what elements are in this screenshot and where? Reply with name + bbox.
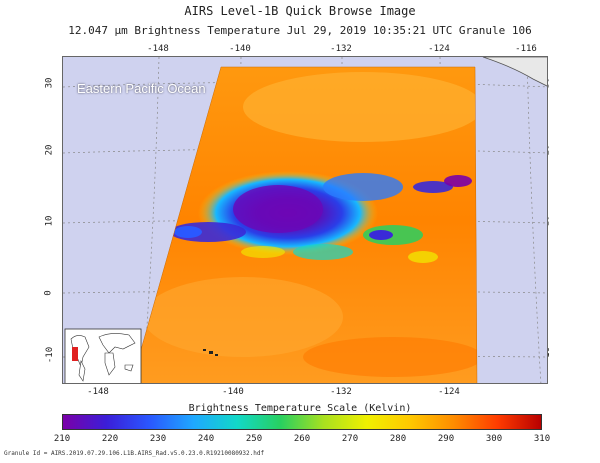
region-label: Eastern Pacific Ocean: [77, 81, 206, 96]
lon-label-top: -116: [515, 44, 537, 54]
colorbar-tick-label: 300: [485, 434, 503, 444]
lon-label-bottom: -124: [438, 387, 460, 397]
lat-label-left: 0: [43, 290, 54, 296]
lat-label-left: 30: [44, 77, 55, 89]
lat-label-left: 20: [44, 144, 55, 156]
colorbar-tick-label: 210: [53, 434, 71, 444]
lon-label-top: -148: [147, 44, 169, 54]
colorbar-tick-label: 310: [533, 434, 551, 444]
colorbar-title: Brightness Temperature Scale (Kelvin): [188, 403, 412, 414]
colorbar-tick-label: 240: [197, 434, 215, 444]
lon-label-bottom: -140: [222, 387, 244, 397]
colorbar: [62, 414, 542, 430]
lon-label-bottom: -132: [330, 387, 352, 397]
lon-label-top: -124: [428, 44, 450, 54]
image-subtitle: 12.047 µm Brightness Temperature Jul 29,…: [68, 24, 532, 37]
lat-label-left: -10: [45, 346, 56, 364]
lon-label-bottom: -148: [87, 387, 109, 397]
granule-id: Granule Id = AIRS.2019.07.29.106.L1B.AIR…: [4, 450, 265, 457]
colorbar-tick-label: 290: [437, 434, 455, 444]
lon-label-top: -132: [330, 44, 352, 54]
colorbar-tick-label: 260: [293, 434, 311, 444]
coastline: [482, 57, 547, 87]
lon-label-top: -140: [229, 44, 251, 54]
colorbar-tick-label: 220: [101, 434, 119, 444]
image-title: AIRS Level-1B Quick Browse Image: [184, 4, 416, 18]
colorbar-tick-label: 230: [149, 434, 167, 444]
world-inset: [64, 328, 142, 383]
hawaii-islands: [203, 349, 218, 356]
airs-swath: [131, 67, 477, 383]
colorbar-tick-label: 270: [341, 434, 359, 444]
colorbar-tick-label: 250: [245, 434, 263, 444]
lat-label-left: 10: [44, 215, 55, 227]
brightness-temperature-map: [63, 57, 547, 383]
map-panel: Eastern Pacific Ocean: [62, 56, 548, 384]
colorbar-tick-label: 280: [389, 434, 407, 444]
